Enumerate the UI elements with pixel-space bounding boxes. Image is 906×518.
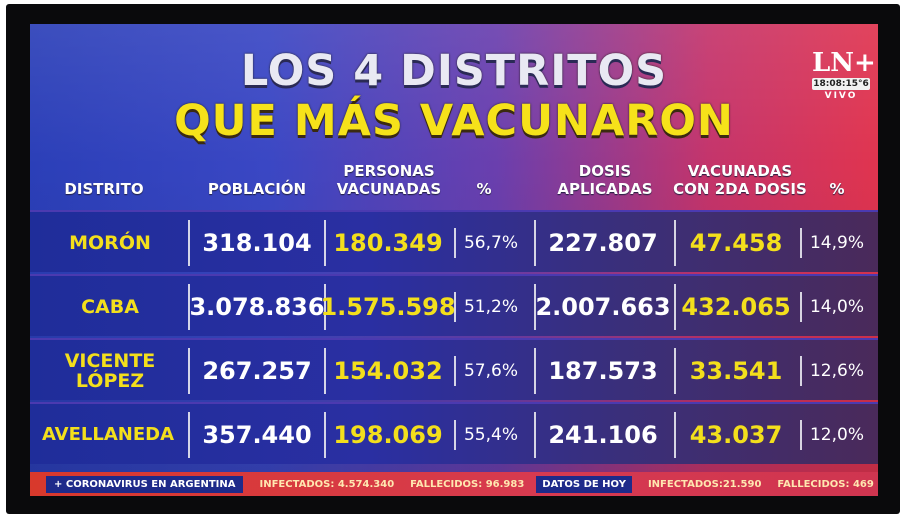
vaccinated-value: 154.032 [333,357,443,385]
column-divider [800,228,802,258]
district-name: MORÓN [69,232,151,254]
table-row: AVELLANEDA 357.440 198.069 55,4% 241.106… [30,402,878,464]
column-divider [674,412,676,458]
vaccinated-value: 1.575.598 [320,293,456,321]
population-value: 3.078.836 [189,293,325,321]
column-divider [324,220,326,266]
column-divider [454,292,456,322]
vaccinated-percent: 51,2% [463,297,518,317]
column-divider [188,284,190,330]
doses-value: 227.807 [548,229,658,257]
second-dose-value: 33.541 [689,357,783,385]
doses-value: 2.007.663 [535,293,671,321]
column-divider [674,348,676,394]
ticker-infected-today: INFECTADOS:21.590 [647,478,762,490]
column-divider [188,348,190,394]
district-name: CABA [81,296,139,318]
population-value: 357.440 [202,421,312,449]
title-line-2: QUE MÁS VACUNARON [174,96,734,146]
logo-clock: 18:08:15°6 [812,78,870,90]
ticker-tag: + CORONAVIRUS EN ARGENTINA [46,475,244,493]
column-divider [534,412,536,458]
column-divider [800,356,802,386]
table-row: MORÓN 318.104 180.349 56,7% 227.807 47.4… [30,210,878,272]
news-ticker: + CORONAVIRUS EN ARGENTINA INFECTADOS: 4… [30,472,878,496]
column-divider [534,220,536,266]
header-dosis-aplicadas: DOSIS APLICADAS [557,162,653,198]
column-divider [534,348,536,394]
second-dose-value: 43.037 [689,421,783,449]
column-divider [800,420,802,450]
ticker-today-label: DATOS DE HOY [536,475,632,493]
header-vacunadas-2da-dosis: VACUNADAS CON 2DA DOSIS [673,162,807,198]
broadcast-screen: LOS 4 DISTRITOS QUE MÁS VACUNARON LN+ 18… [30,24,878,496]
second-dose-percent: 14,9% [809,233,864,253]
channel-logo: LN+ 18:08:15°6 VIVO [812,48,876,108]
district-name: AVELLANEDA [41,424,175,445]
ticker-deaths-total: FALLECIDOS: 96.983 [410,478,525,490]
column-divider [800,292,802,322]
column-divider [324,412,326,458]
second-dose-value: 47.458 [689,229,783,257]
second-dose-percent: 12,6% [809,361,864,381]
vaccinated-percent: 56,7% [463,233,518,253]
population-value: 267.257 [202,357,312,385]
title-line-1: LOS 4 DISTRITOS [240,46,668,96]
column-divider [188,412,190,458]
column-divider [534,284,536,330]
logo-live-label: VIVO [824,91,858,101]
doses-value: 241.106 [548,421,658,449]
second-dose-percent: 12,0% [809,425,864,445]
table-row: VICENTE LÓPEZ 267.257 154.032 57,6% 187.… [30,338,878,400]
ticker-deaths-today: FALLECIDOS: 469 [777,478,874,490]
population-value: 318.104 [202,229,312,257]
column-divider [188,220,190,266]
tv-frame: LOS 4 DISTRITOS QUE MÁS VACUNARON LN+ 18… [6,4,900,514]
column-divider [454,356,456,386]
header-pct-1: % [476,180,492,198]
second-dose-value: 432.065 [681,293,791,321]
column-divider [324,284,326,330]
district-name: VICENTE LÓPEZ [64,350,156,392]
header-distrito: DISTRITO [64,180,144,198]
vaccinated-percent: 57,6% [463,361,518,381]
header-pct-2: % [829,180,845,198]
logo-mark: LN+ [812,48,876,78]
vaccinated-value: 180.349 [333,229,443,257]
vaccinated-percent: 55,4% [463,425,518,445]
column-divider [674,284,676,330]
column-divider [454,420,456,450]
second-dose-percent: 14,0% [809,297,864,317]
column-divider [454,228,456,258]
ticker-infected-total: INFECTADOS: 4.574.340 [259,478,395,490]
doses-value: 187.573 [548,357,658,385]
column-divider [324,348,326,394]
table-row: CABA 3.078.836 1.575.598 51,2% 2.007.663… [30,274,878,336]
vaccinated-value: 198.069 [333,421,443,449]
header-personas-vacunadas: PERSONAS VACUNADAS [336,162,442,198]
column-divider [674,220,676,266]
header-poblacion: POBLACIÓN [207,180,307,198]
